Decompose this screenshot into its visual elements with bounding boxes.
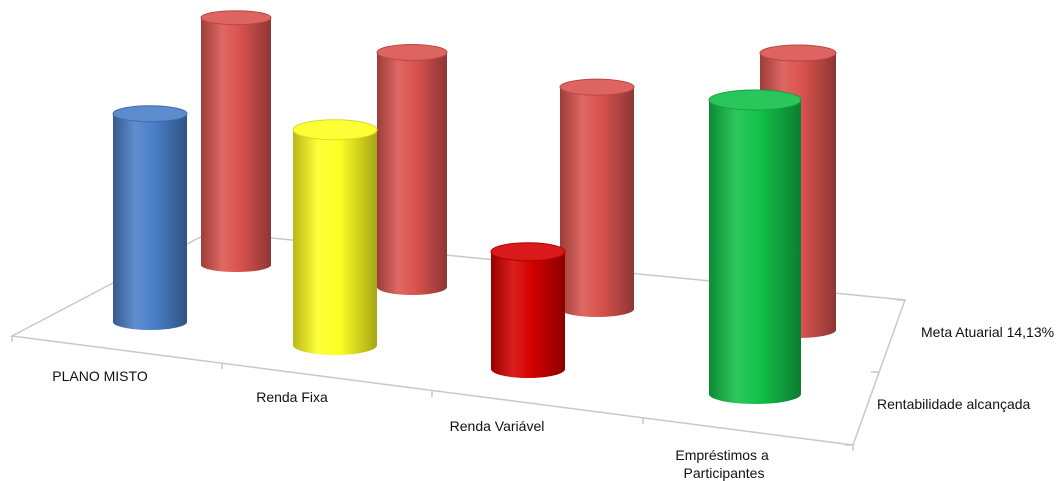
- meta-cylinder-2: [376, 43, 448, 295]
- meta-cylinder-2-top: [376, 43, 448, 61]
- meta-cylinder-3-top: [559, 78, 635, 96]
- rentabilidade-cylinder-4: [708, 89, 802, 404]
- rentabilidade-cylinder-2: [292, 119, 378, 355]
- meta-cylinder-2-body: [377, 52, 447, 295]
- rentabilidade-cylinder-1-body: [113, 113, 187, 330]
- category-label-plano-misto: PLANO MISTO: [52, 368, 148, 384]
- rentabilidade-cylinder-4-body: [709, 100, 801, 404]
- rentabilidade-cylinder-2-top: [292, 119, 378, 141]
- meta-cylinder-1-body: [201, 17, 271, 272]
- rentabilidade-cylinder-1-top: [112, 105, 188, 123]
- x-axis-ticks: [11, 336, 854, 451]
- rentabilidade-cylinder-2-body: [293, 129, 377, 355]
- rentabilidade-cylinder-1: [112, 105, 188, 330]
- category-label-renda-variavel: Renda Variável: [450, 418, 545, 434]
- meta-cylinder-1-top: [200, 10, 272, 26]
- rentabilidade-cylinder-3-body: [491, 251, 565, 378]
- rentabilidade-cylinder-3: [490, 242, 566, 378]
- rentabilidade-cylinder-3-top: [490, 242, 566, 262]
- series-axis-ticks: [845, 299, 905, 446]
- series-label-meta-atuarial: Meta Atuarial 14,13%: [921, 324, 1054, 340]
- meta-cylinder-4-top: [759, 44, 837, 62]
- meta-cylinder-3: [559, 78, 635, 317]
- series-label-rentabilidade: Rentabilidade alcançada: [877, 396, 1031, 412]
- rentabilidade-cylinder-4-top: [708, 89, 802, 111]
- category-label-emprestimos: Empréstimos a Participantes: [675, 447, 772, 481]
- category-label-renda-fixa: Renda Fixa: [256, 389, 328, 405]
- meta-cylinder-1: [200, 10, 272, 272]
- cylinder-series: [112, 10, 837, 404]
- meta-cylinder-3-body: [560, 87, 634, 317]
